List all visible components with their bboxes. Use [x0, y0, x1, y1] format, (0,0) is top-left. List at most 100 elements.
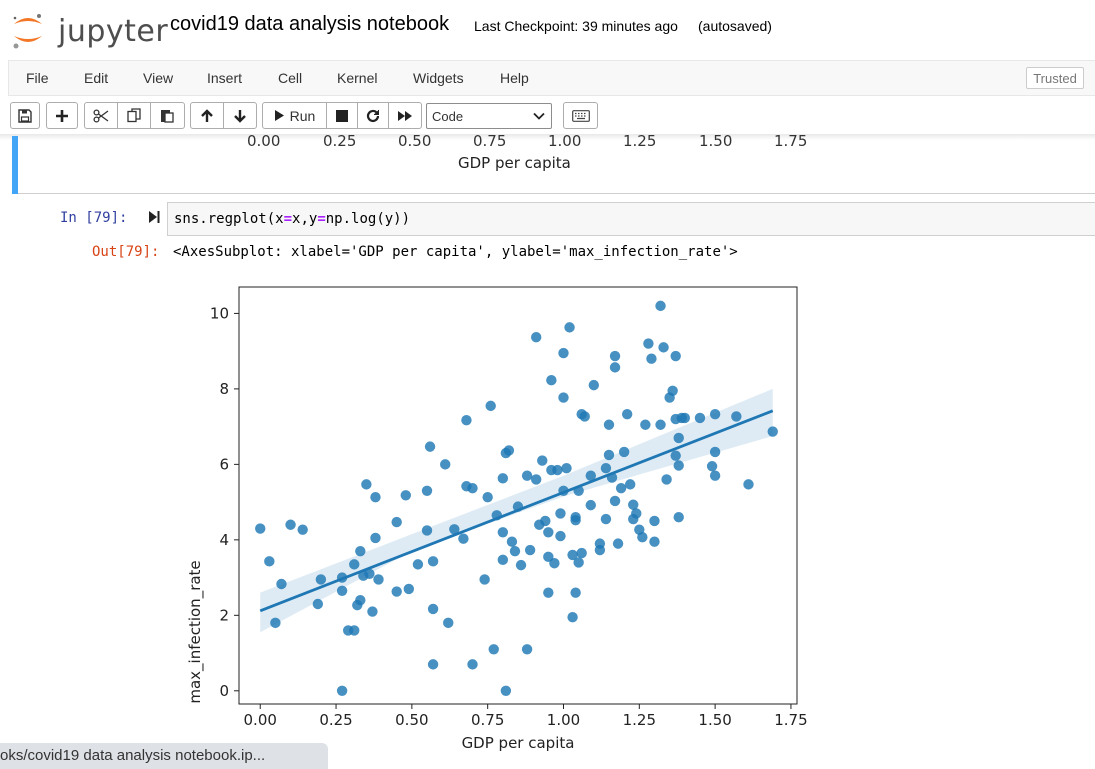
menu-widgets[interactable]: Widgets	[413, 70, 464, 86]
data-point	[600, 513, 612, 525]
copy-button[interactable]	[117, 102, 151, 129]
data-point	[427, 603, 439, 615]
data-point	[336, 585, 348, 596]
data-point	[731, 411, 742, 422]
data-point	[612, 538, 624, 549]
data-point	[546, 375, 557, 386]
x-tick-label: 1.50	[698, 711, 731, 729]
data-point	[391, 586, 402, 597]
data-point	[588, 379, 600, 391]
data-point	[412, 559, 424, 570]
data-point	[443, 617, 454, 629]
data-point	[609, 495, 621, 507]
data-point	[594, 538, 606, 549]
notebook-title[interactable]: covid19 data analysis notebook	[170, 13, 450, 35]
cut-button[interactable]	[84, 102, 118, 129]
restart-kernel-button[interactable]	[357, 102, 389, 129]
menu-cell[interactable]: Cell	[278, 70, 303, 86]
menu-file[interactable]: File	[26, 70, 49, 86]
insert-cell-button[interactable]	[46, 102, 78, 129]
menu-kernel[interactable]: Kernel	[337, 70, 378, 86]
data-point	[600, 462, 612, 474]
data-point	[349, 625, 360, 636]
checkpoint-status: Last Checkpoint: 39 minutes ago	[474, 18, 678, 34]
x-tick-label: 0.75	[471, 711, 504, 729]
run-cell-icon[interactable]	[148, 210, 160, 224]
data-point	[421, 485, 433, 496]
data-point	[336, 685, 348, 696]
jupyter-logo[interactable]: jupyter	[10, 8, 168, 50]
data-point	[515, 559, 527, 571]
menu-help[interactable]: Help	[500, 70, 529, 86]
data-point	[255, 523, 266, 534]
data-point	[643, 338, 654, 349]
data-point	[618, 446, 630, 458]
prev-xtick: 0.75	[473, 132, 507, 150]
interrupt-button[interactable]	[326, 102, 358, 129]
cell-type-select[interactable]: Code	[426, 103, 552, 129]
menu-view[interactable]: View	[143, 70, 174, 86]
restart-run-all-button[interactable]	[388, 102, 422, 129]
prev-xtick: 1.50	[699, 132, 733, 150]
data-point	[743, 479, 754, 490]
data-point	[479, 574, 490, 585]
data-point	[709, 470, 721, 481]
trusted-badge[interactable]: Trusted	[1026, 67, 1084, 89]
data-point	[264, 556, 275, 567]
save-button[interactable]	[10, 102, 40, 129]
data-point	[497, 527, 509, 538]
data-point	[349, 559, 360, 570]
data-point	[579, 411, 590, 422]
data-point	[524, 544, 536, 556]
data-point	[649, 515, 660, 527]
data-point	[497, 473, 509, 484]
command-palette-button[interactable]	[563, 102, 598, 129]
code-editor[interactable]: sns.regplot(x=x,y=np.log(y))	[167, 202, 1095, 236]
data-point	[506, 536, 518, 547]
data-point	[767, 426, 778, 437]
output-text: <AxesSubplot: xlabel='GDP per capita', y…	[173, 244, 738, 260]
data-point	[631, 508, 642, 519]
data-point	[655, 419, 666, 430]
data-point	[503, 445, 515, 456]
data-point	[373, 574, 384, 585]
data-point	[673, 432, 684, 444]
data-point	[537, 455, 548, 466]
data-point	[355, 545, 366, 557]
move-up-button[interactable]	[190, 102, 224, 129]
code-line: sns.regplot(x=x,y=np.log(y))	[174, 211, 411, 227]
data-point	[694, 412, 706, 424]
data-point	[440, 459, 451, 470]
data-point	[615, 482, 627, 494]
data-point	[585, 470, 596, 481]
data-point	[391, 516, 402, 528]
y-tick-label: 6	[219, 455, 229, 473]
data-point	[585, 499, 596, 511]
move-down-button[interactable]	[223, 102, 257, 129]
data-point	[367, 606, 378, 617]
data-point	[709, 408, 721, 420]
data-point	[270, 617, 281, 629]
data-point	[312, 598, 324, 610]
data-point	[403, 583, 415, 595]
data-point	[530, 474, 542, 485]
prev-xtick: 0.25	[323, 132, 357, 150]
data-point	[355, 595, 366, 606]
menu-edit[interactable]: Edit	[84, 70, 109, 86]
data-point	[670, 350, 681, 362]
y-tick-label: 4	[219, 531, 229, 549]
data-point	[427, 556, 439, 567]
paste-button[interactable]	[150, 102, 185, 129]
run-button[interactable]: Run	[262, 102, 327, 129]
data-point	[667, 385, 678, 396]
save-icon	[18, 108, 32, 123]
prev-xtick: 0.50	[398, 132, 432, 150]
data-point	[655, 300, 666, 312]
data-point	[555, 530, 566, 542]
plot-frame	[238, 286, 798, 705]
data-point	[488, 644, 499, 655]
keyboard-icon	[571, 109, 590, 122]
data-point	[297, 524, 308, 535]
data-point	[646, 353, 657, 364]
menu-insert[interactable]: Insert	[207, 70, 243, 86]
